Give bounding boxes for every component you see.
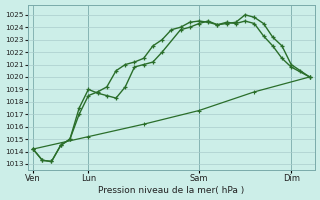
X-axis label: Pression niveau de la mer( hPa ): Pression niveau de la mer( hPa )	[98, 186, 244, 195]
